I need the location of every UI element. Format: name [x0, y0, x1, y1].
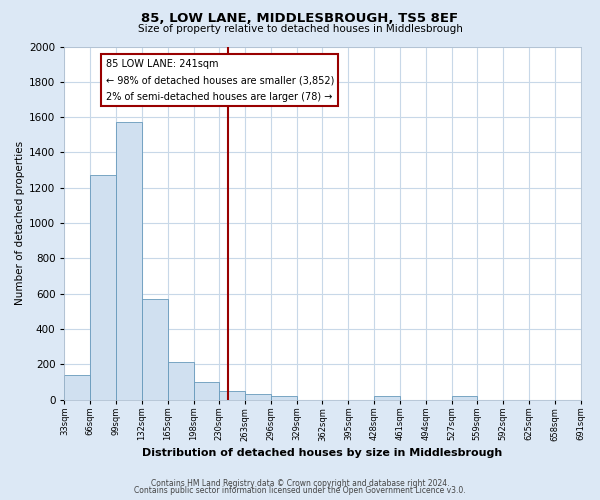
Bar: [116, 122, 142, 400]
Bar: [64, 375, 91, 400]
Text: 85, LOW LANE, MIDDLESBROUGH, TS5 8EF: 85, LOW LANE, MIDDLESBROUGH, TS5 8EF: [142, 12, 458, 26]
Bar: [452, 396, 477, 400]
Bar: [374, 396, 400, 400]
Text: Contains public sector information licensed under the Open Government Licence v3: Contains public sector information licen…: [134, 486, 466, 495]
Y-axis label: Number of detached properties: Number of detached properties: [15, 141, 25, 305]
Bar: [271, 396, 296, 400]
Bar: [168, 362, 194, 400]
Text: 85 LOW LANE: 241sqm
← 98% of detached houses are smaller (3,852)
2% of semi-deta: 85 LOW LANE: 241sqm ← 98% of detached ho…: [106, 59, 334, 102]
Text: Size of property relative to detached houses in Middlesbrough: Size of property relative to detached ho…: [137, 24, 463, 34]
Bar: [91, 176, 116, 400]
Text: Contains HM Land Registry data © Crown copyright and database right 2024.: Contains HM Land Registry data © Crown c…: [151, 478, 449, 488]
Bar: [194, 382, 219, 400]
Bar: [245, 394, 271, 400]
X-axis label: Distribution of detached houses by size in Middlesbrough: Distribution of detached houses by size …: [142, 448, 503, 458]
Bar: [142, 299, 168, 400]
Bar: [219, 391, 245, 400]
